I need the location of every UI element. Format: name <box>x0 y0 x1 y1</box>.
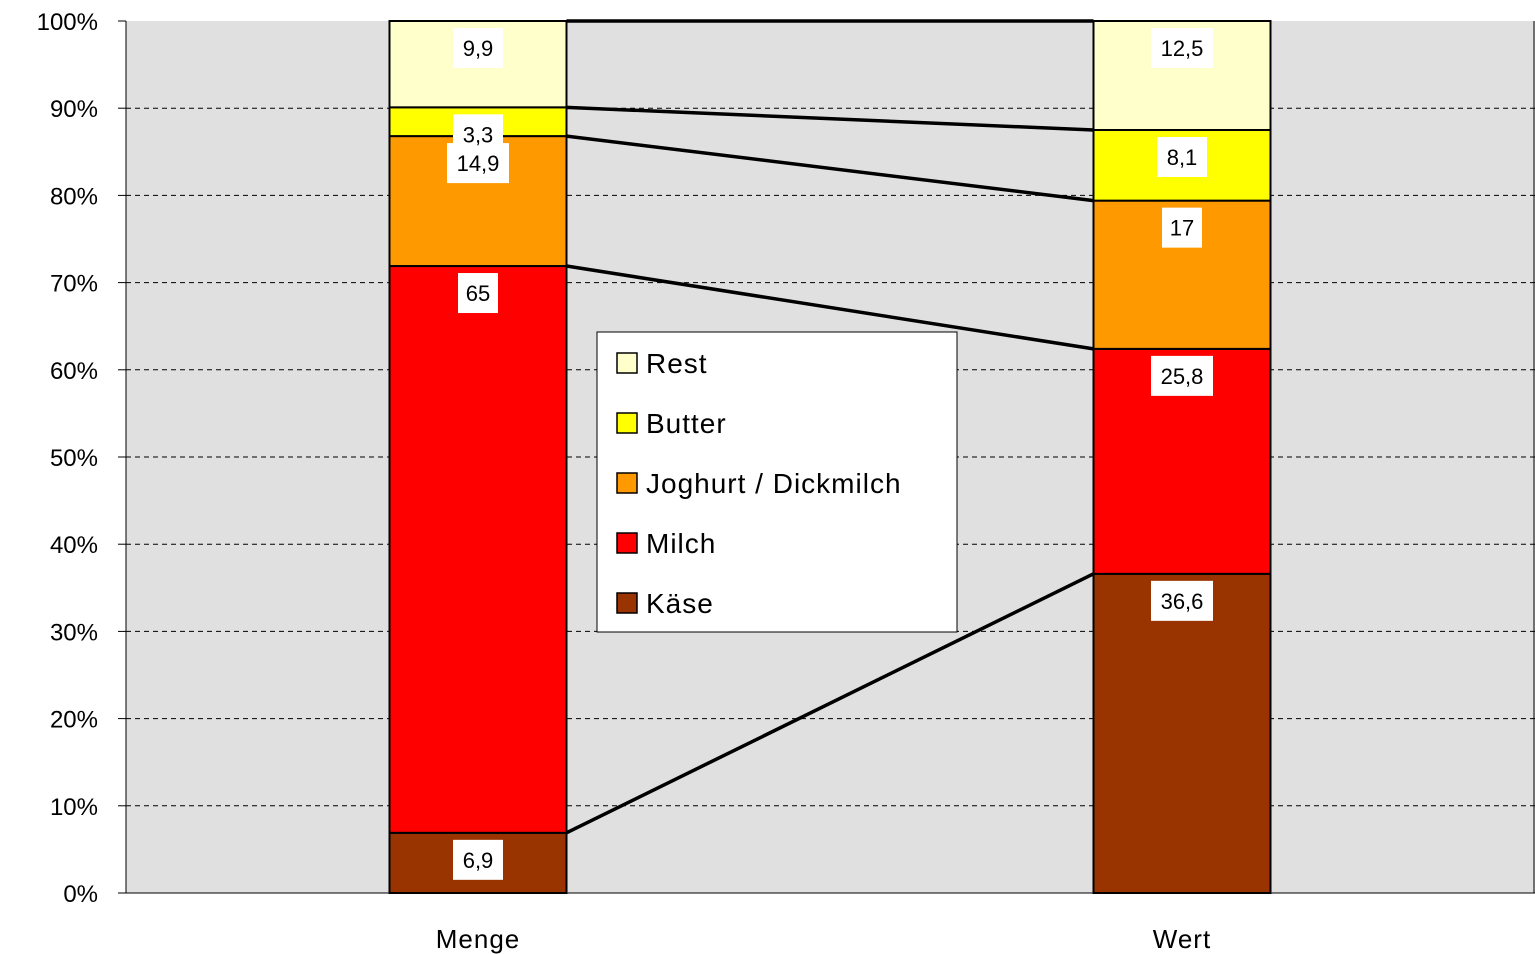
data-label-box <box>1151 28 1213 68</box>
legend-label: Joghurt / Dickmilch <box>646 468 902 499</box>
data-label: 36,6 <box>1161 589 1204 614</box>
series-line <box>565 572 1095 835</box>
legend: Rest Butter Joghurt / Dickmilch Milch Käse <box>596 331 958 633</box>
y-tick-label: 80% <box>50 183 98 210</box>
y-tick-label: 90% <box>50 96 98 123</box>
data-label: 14,9 <box>457 151 500 176</box>
y-tick-label: 70% <box>50 271 98 298</box>
category-label: Wert <box>1153 924 1211 954</box>
legend-label: Butter <box>646 408 727 439</box>
y-tick-label: 100% <box>37 9 98 36</box>
y-tick-label: 40% <box>50 532 98 559</box>
legend-swatch <box>616 592 638 614</box>
data-label: 12,5 <box>1161 36 1204 61</box>
data-label: 65 <box>466 281 490 306</box>
data-label-box <box>1151 580 1213 621</box>
series-line <box>566 264 1094 351</box>
series-lines <box>565 19 1095 835</box>
series-line <box>566 134 1094 203</box>
y-tick-label: 30% <box>50 619 98 646</box>
series-line <box>566 105 1094 132</box>
legend-swatch <box>616 352 638 374</box>
data-label: 8,1 <box>1167 145 1198 170</box>
y-axis: 0% 10% 20% 30% 40% 50% 60% 70% 80% 90% 100% <box>37 9 127 908</box>
legend-label: Milch <box>646 528 716 559</box>
legend-swatch <box>616 472 638 494</box>
legend-label: Rest <box>646 348 708 379</box>
y-tick-label: 10% <box>50 794 98 821</box>
legend-swatch <box>616 412 638 434</box>
data-label: 25,8 <box>1161 364 1204 389</box>
legend-box <box>596 331 958 633</box>
y-tick-label: 60% <box>50 358 98 385</box>
data-label-box <box>453 28 503 68</box>
y-tick-label: 0% <box>63 881 98 908</box>
bar-segment <box>388 265 568 834</box>
data-label: 3,3 <box>463 122 494 147</box>
data-label-box <box>453 114 503 155</box>
data-labels: 6,9 65 14,9 3,3 9,9 36,6 25,8 17 8,1 12,5 <box>447 28 1213 880</box>
data-label: 9,9 <box>463 36 494 61</box>
y-tick-label: 50% <box>50 445 98 472</box>
legend-swatch <box>616 532 638 554</box>
data-label: 6,9 <box>463 848 494 873</box>
data-label-box <box>1151 355 1213 396</box>
legend-label: Käse <box>646 588 714 619</box>
bar-segment <box>1092 572 1272 895</box>
data-label-box <box>1157 137 1207 177</box>
data-label: 17 <box>1170 216 1194 241</box>
y-tick-label: 20% <box>50 707 98 734</box>
data-label-box <box>458 273 498 314</box>
data-label-box <box>1162 207 1202 248</box>
data-label-box <box>453 839 503 880</box>
x-axis: Menge Wert <box>126 21 1535 954</box>
category-label: Menge <box>436 924 521 954</box>
